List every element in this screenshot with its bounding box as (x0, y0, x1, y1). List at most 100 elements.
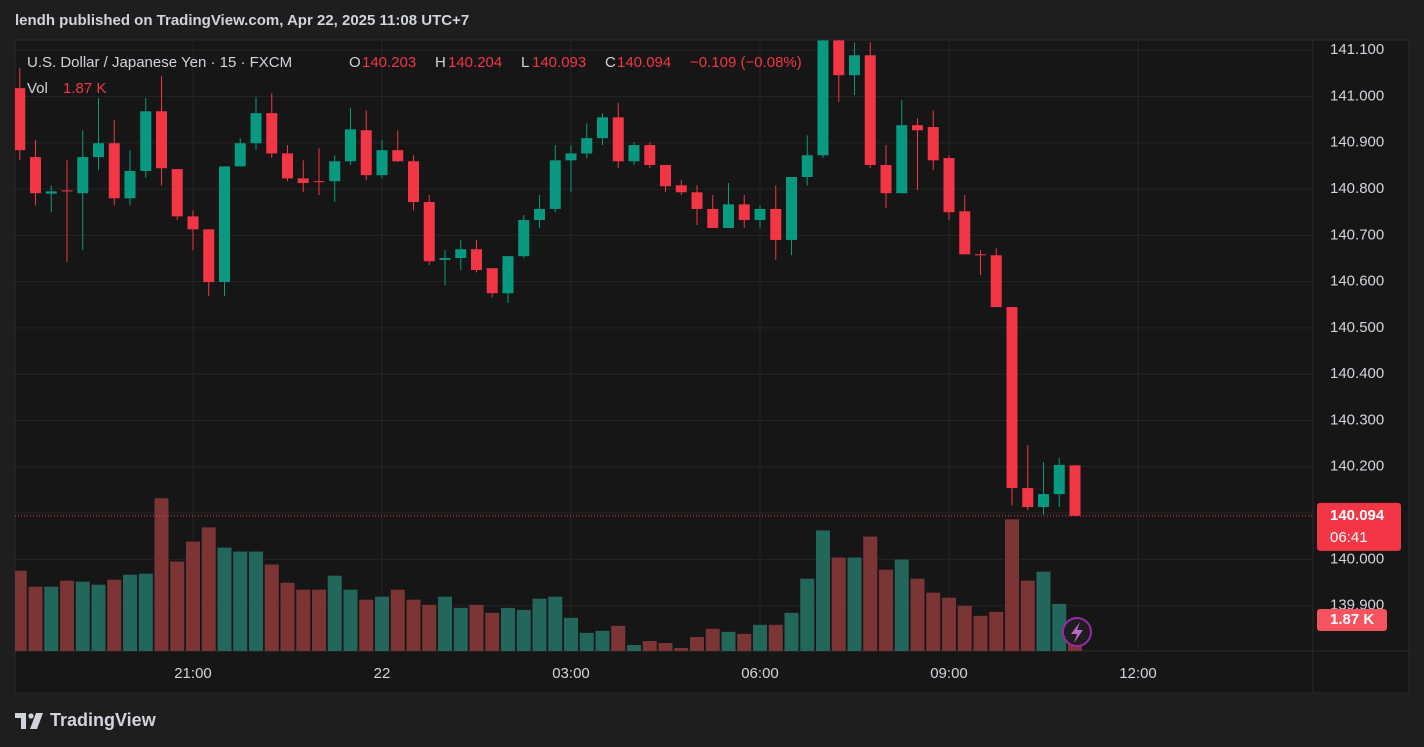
candle-body (360, 130, 372, 176)
candle-body (1069, 465, 1081, 516)
volume-bar (753, 624, 767, 651)
volume-bar (422, 604, 437, 651)
candle-body (990, 255, 1002, 308)
x-tick-label: 03:00 (552, 665, 590, 682)
candle-body (471, 249, 482, 271)
candle-body (250, 113, 262, 144)
candle-body (408, 161, 419, 203)
volume-bar (548, 596, 563, 651)
candle-body (203, 229, 215, 283)
price-badge-countdown: 06:41 (1330, 529, 1368, 546)
volume-bar (485, 612, 500, 651)
candle-body (108, 143, 120, 199)
volume-bar (296, 589, 311, 651)
candle-body (313, 181, 325, 183)
x-tick-label: 06:00 (741, 665, 779, 682)
ohlc-letter: H (435, 54, 446, 71)
candle-body (171, 169, 183, 217)
candle-body (880, 164, 892, 194)
candle-body (423, 202, 435, 262)
volume-title: Vol (27, 80, 48, 97)
candle-body (770, 208, 782, 240)
ohlc-value: 140.203 (362, 54, 416, 71)
volume-bar (705, 628, 720, 651)
candle-body (565, 153, 577, 161)
candle-body (959, 211, 971, 255)
volume-bar (217, 547, 232, 651)
ohlc-value: 140.093 (532, 54, 586, 71)
candle-body (518, 220, 530, 257)
candle-body (817, 40, 829, 156)
x-tick-label: 21:00 (174, 665, 212, 682)
volume-bar (1005, 519, 1019, 651)
ohlc-value: 140.204 (448, 54, 502, 71)
volume-bar (15, 570, 27, 651)
candle-body (581, 138, 593, 154)
volume-bar (154, 498, 169, 651)
chart-panel (14, 39, 1410, 694)
y-tick-label: 141.000 (1330, 87, 1384, 104)
candle-body (1022, 488, 1034, 508)
volume-bar (249, 551, 263, 651)
y-tick-label: 140.200 (1330, 458, 1384, 475)
volume-bar (264, 564, 279, 651)
y-tick-label: 141.100 (1330, 41, 1384, 58)
volume-bar (453, 607, 468, 651)
volume-bar (501, 607, 515, 651)
candle-body (1053, 464, 1065, 495)
axes: 139.900140.000140.100140.200140.300140.4… (174, 41, 1401, 682)
volume-bar (233, 551, 248, 651)
volume-bar (611, 625, 626, 651)
candle-body (1038, 494, 1049, 508)
y-tick-label: 140.300 (1330, 411, 1384, 428)
volume-bar (91, 584, 106, 651)
candle-body (15, 88, 26, 151)
candle-body (376, 150, 388, 176)
logo-part (30, 713, 43, 729)
candle-body (329, 161, 341, 182)
ohlc-value: 140.094 (617, 54, 671, 71)
candle-body (297, 178, 309, 184)
volume-bar (768, 624, 783, 651)
candle-body (912, 125, 923, 131)
volume-bar (800, 578, 815, 651)
volume-bar (721, 631, 736, 651)
price-badge-value: 140.094 (1330, 507, 1385, 524)
volume-bar (910, 578, 925, 651)
candle-body (754, 208, 766, 221)
volume-bar (784, 612, 799, 651)
candle-body (234, 143, 246, 167)
volume-bar (28, 586, 43, 651)
volume-bar (44, 586, 59, 651)
volume-bar (138, 573, 153, 651)
candle-body (628, 145, 640, 162)
candle-body (644, 145, 656, 165)
candle-body (975, 254, 986, 256)
lightning-icon[interactable] (1062, 617, 1092, 647)
volume-bar (658, 643, 673, 651)
candle-body (833, 40, 845, 76)
volume-bar (406, 599, 421, 651)
volume-badge (1317, 609, 1387, 631)
volume-bar (674, 648, 689, 651)
icon-bolt[interactable] (1071, 622, 1083, 643)
volume-bar (894, 559, 909, 651)
volume-bar (516, 609, 531, 651)
candle-body (61, 190, 73, 192)
volume-bar (438, 596, 452, 651)
candle-body (77, 157, 89, 194)
volume-bar (359, 599, 374, 651)
volume-bar (847, 557, 862, 651)
volume-value: 1.87 K (63, 80, 106, 97)
volume-bar (989, 611, 1004, 651)
volume-bar (973, 615, 988, 651)
y-tick-label: 140.600 (1330, 273, 1384, 290)
volume-bar (469, 604, 484, 651)
volume-bar (863, 536, 878, 651)
candle-body (30, 157, 41, 194)
volume-bar (186, 541, 200, 651)
candle-body (612, 117, 624, 162)
volume-bar (343, 589, 358, 651)
volume-bar (831, 557, 846, 651)
